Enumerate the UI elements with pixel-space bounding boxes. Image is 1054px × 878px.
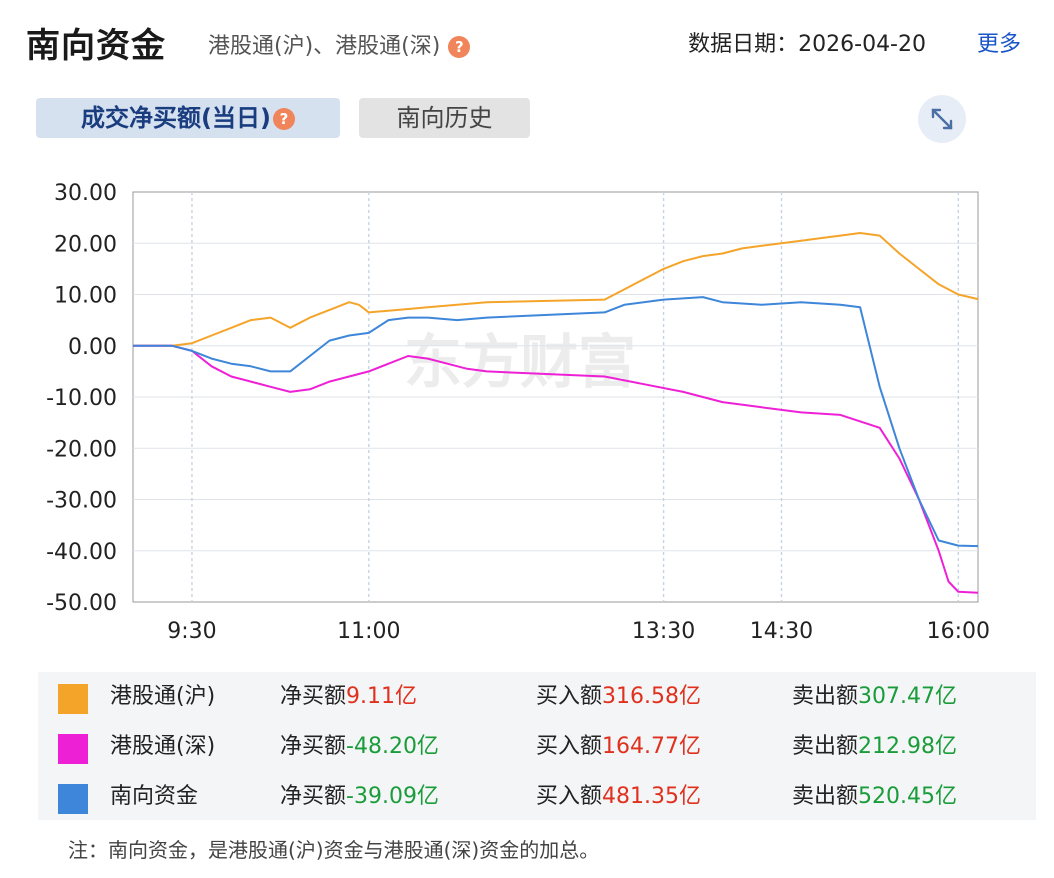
sell-value: 307.47亿 — [858, 684, 957, 709]
y-tick-label: 30.00 — [54, 181, 117, 206]
y-tick-label: 0.00 — [68, 335, 117, 360]
legend-sell: 卖出额212.98亿 — [792, 722, 957, 772]
legend-table: 港股通(沪) 净买额9.11亿 买入额316.58亿 卖出额307.47亿 港股… — [38, 672, 1036, 820]
net-value: 9.11亿 — [346, 684, 418, 709]
sell-label: 卖出额 — [792, 784, 859, 809]
line-chart: 东方财富30.0020.0010.000.00-10.00-20.00-30.0… — [46, 181, 990, 644]
page-title: 南向资金 — [26, 26, 166, 66]
legend-net: 净买额-48.20亿 — [280, 722, 439, 772]
legend-row-hgt-sz: 港股通(深) 净买额-48.20亿 买入额164.77亿 卖出额212.98亿 — [38, 722, 1036, 772]
legend-net: 净买额-39.09亿 — [280, 772, 439, 822]
legend-buy: 买入额316.58亿 — [536, 672, 701, 722]
sell-value: 212.98亿 — [858, 734, 957, 759]
legend-swatch — [58, 784, 88, 814]
buy-label: 买入额 — [536, 734, 603, 759]
question-circle-icon[interactable]: ? — [448, 36, 471, 58]
buy-label: 买入额 — [536, 784, 603, 809]
net-value: -48.20亿 — [346, 734, 439, 759]
tab-net-buy-today-label: 成交净买额(当日) — [81, 104, 271, 132]
legend-name: 港股通(深) — [110, 734, 216, 759]
series-line — [133, 296, 979, 548]
legend-buy: 买入额164.77亿 — [536, 722, 701, 772]
y-tick-label: -50.00 — [46, 591, 117, 616]
data-date: 数据日期：2026-04-20 — [688, 32, 926, 57]
sell-value: 520.45亿 — [858, 784, 957, 809]
tab-net-buy-today[interactable]: 成交净买额(当日)? — [36, 98, 340, 138]
y-tick-label: -20.00 — [46, 437, 117, 462]
legend-row-hgt-sh: 港股通(沪) 净买额9.11亿 买入额316.58亿 卖出额307.47亿 — [38, 672, 1036, 722]
sell-label: 卖出额 — [792, 734, 859, 759]
net-value: -39.09亿 — [346, 784, 439, 809]
expand-button[interactable] — [918, 95, 966, 143]
legend-sell: 卖出额520.45亿 — [792, 772, 957, 822]
tab-southbound-history-label: 南向历史 — [396, 104, 493, 132]
footnote: 注：南向资金，是港股通(沪)资金与港股通(深)资金的加总。 — [68, 838, 600, 862]
x-tick-label: 9:30 — [167, 619, 216, 644]
buy-value: 481.35亿 — [602, 784, 701, 809]
x-tick-label: 11:00 — [337, 619, 400, 644]
buy-label: 买入额 — [536, 684, 603, 709]
y-tick-label: -10.00 — [46, 386, 117, 411]
legend-sell: 卖出额307.47亿 — [792, 672, 957, 722]
page-subtitle: 港股通(沪)、港股通(深)? — [208, 28, 471, 60]
series-line — [133, 344, 979, 594]
y-tick-label: -40.00 — [46, 540, 117, 565]
net-label: 净买额 — [280, 684, 347, 709]
buy-value: 164.77亿 — [602, 734, 701, 759]
legend-buy: 买入额481.35亿 — [536, 772, 701, 822]
series-line — [133, 232, 979, 347]
buy-value: 316.58亿 — [602, 684, 701, 709]
legend-name: 港股通(沪) — [110, 684, 216, 709]
chart: 东方财富 30.00 20.00 10.00 0.00 -10.00 -20.00 -30.0… — [0, 170, 1054, 650]
expand-arrows-icon — [931, 108, 953, 130]
legend-swatch — [58, 734, 88, 764]
question-circle-icon[interactable]: ? — [272, 108, 295, 130]
x-tick-label: 13:30 — [632, 619, 695, 644]
more-link[interactable]: 更多 — [977, 32, 1022, 57]
y-tick-label: 20.00 — [54, 232, 117, 257]
legend-row-southbound: 南向资金 净买额-39.09亿 买入额481.35亿 卖出额520.45亿 — [38, 772, 1036, 822]
net-label: 净买额 — [280, 734, 347, 759]
x-tick-label: 14:30 — [750, 619, 813, 644]
y-tick-label: 10.00 — [54, 284, 117, 309]
sell-label: 卖出额 — [792, 684, 859, 709]
legend-net: 净买额9.11亿 — [280, 672, 417, 722]
legend-swatch — [58, 684, 88, 714]
legend-name: 南向资金 — [110, 784, 199, 809]
subtitle-text: 港股通(沪)、港股通(深) — [208, 34, 441, 59]
tab-southbound-history[interactable]: 南向历史 — [359, 98, 530, 138]
y-tick-label: -30.00 — [46, 489, 117, 514]
x-tick-label: 16:00 — [927, 619, 990, 644]
net-label: 净买额 — [280, 784, 347, 809]
